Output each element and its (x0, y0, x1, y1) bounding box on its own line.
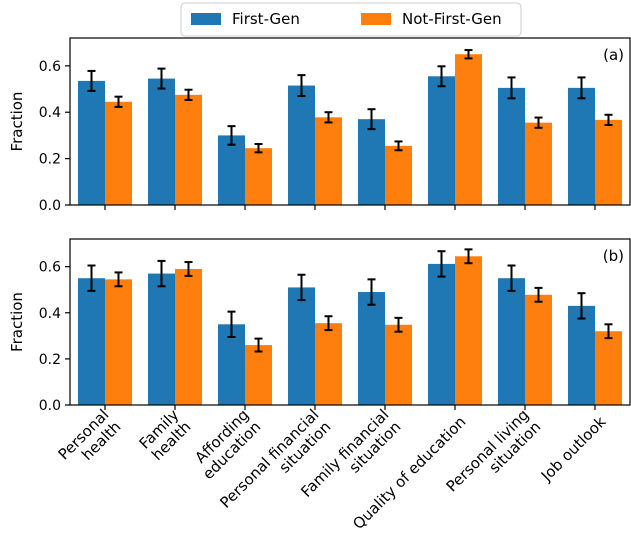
bar-not-first-gen-6 (525, 294, 552, 405)
bar-not-first-gen-3 (315, 117, 342, 205)
error-bar-1-3 (324, 111, 333, 124)
error-bar-1-7 (604, 113, 613, 126)
bar-first-gen-3 (288, 287, 315, 405)
error-bar-1-5 (464, 248, 473, 265)
axes-frame (69, 37, 631, 206)
bar-not-first-gen-1 (175, 94, 202, 205)
y-tick-label: 0.4 (39, 105, 61, 121)
legend-label-0: First-Gen (232, 10, 300, 28)
bar-first-gen-3 (288, 85, 315, 205)
x-tick-label-0: Personalhealth (55, 406, 125, 476)
legend-swatch-1 (361, 13, 391, 25)
y-tick-label: 0.2 (39, 352, 61, 368)
bar-first-gen-4 (358, 119, 385, 205)
legend-frame (180, 2, 522, 37)
error-bar-1-1 (184, 88, 193, 101)
legend: First-Gen Not-First-Gen (180, 2, 522, 37)
bar-first-gen-2 (218, 135, 245, 205)
bar-not-first-gen-4 (385, 145, 412, 205)
error-bar-0-3 (297, 273, 306, 302)
bar-not-first-gen-2 (245, 148, 272, 205)
error-bar-0-6 (507, 76, 516, 100)
error-bar-1-2 (254, 142, 263, 154)
bar-first-gen-0 (78, 80, 105, 205)
panel-label: (a) (603, 46, 624, 64)
error-bar-1-1 (184, 261, 193, 277)
bar-not-first-gen-2 (245, 345, 272, 405)
bar-first-gen-6 (498, 278, 525, 405)
bar-first-gen-7 (568, 305, 595, 405)
error-bar-0-3 (297, 74, 306, 97)
error-bar-1-4 (394, 140, 403, 152)
error-bar-0-1 (157, 67, 166, 90)
error-bar-0-0 (87, 69, 96, 92)
bar-first-gen-4 (358, 292, 385, 405)
bar-not-first-gen-0 (105, 279, 132, 405)
error-bar-0-6 (507, 264, 516, 292)
error-bar-0-5 (437, 65, 446, 88)
bar-first-gen-6 (498, 87, 525, 205)
error-bar-1-5 (464, 49, 473, 60)
error-bar-1-2 (254, 337, 263, 353)
chart-panels: 0.0 0.2 0.4 0.6 Fraction (a) 0.0 0.2 0.4 0.6 Fract… (8, 37, 631, 414)
bar-first-gen-5 (428, 263, 455, 405)
bar-first-gen-7 (568, 87, 595, 205)
chart-panel-1: 0.0 0.2 0.4 0.6 Fraction (b) (8, 238, 631, 414)
error-bar-0-1 (157, 259, 166, 288)
y-tick-label: 0.4 (39, 306, 61, 322)
y-axis-label: Fraction (8, 292, 26, 352)
error-bar-1-7 (604, 323, 613, 340)
error-bar-0-7 (577, 292, 586, 320)
bar-not-first-gen-3 (315, 323, 342, 405)
legend-swatch-0 (191, 13, 221, 25)
bar-not-first-gen-1 (175, 268, 202, 405)
error-bar-0-2 (227, 125, 236, 146)
y-tick-label: 0.6 (39, 260, 61, 276)
y-tick-label: 0.0 (39, 398, 61, 414)
axes-frame (69, 238, 631, 406)
bar-not-first-gen-5 (455, 256, 482, 405)
bar-not-first-gen-7 (595, 119, 622, 205)
error-bar-0-4 (367, 278, 376, 306)
error-bar-1-6 (534, 286, 543, 303)
error-bar-0-5 (437, 250, 446, 278)
legend-label-1: Not-First-Gen (402, 10, 502, 28)
y-axis-label: Fraction (8, 92, 26, 152)
error-bar-0-4 (367, 108, 376, 131)
y-tick-label: 0.2 (39, 152, 61, 168)
x-tick-labels: Personalhealth FamilyhealthAffordingeduca… (55, 406, 610, 533)
bar-not-first-gen-0 (105, 101, 132, 205)
x-tick-label-7: Job outlook (537, 413, 610, 486)
error-bar-1-0 (114, 271, 123, 288)
error-bar-0-0 (87, 264, 96, 292)
bar-first-gen-5 (428, 76, 455, 205)
bar-not-first-gen-4 (385, 324, 412, 405)
error-bar-1-4 (394, 316, 403, 333)
error-bar-1-0 (114, 95, 123, 108)
bar-not-first-gen-7 (595, 331, 622, 405)
bar-first-gen-1 (148, 78, 175, 205)
panel-label: (b) (603, 247, 624, 265)
bar-first-gen-0 (78, 278, 105, 405)
bar-not-first-gen-6 (525, 122, 552, 205)
chart-panel-0: 0.0 0.2 0.4 0.6 Fraction (a) (8, 37, 631, 214)
x-tick-label-1: Familyhealth (136, 406, 195, 465)
error-bar-0-7 (577, 76, 586, 100)
bar-first-gen-1 (148, 273, 175, 405)
y-tick-label: 0.6 (39, 59, 61, 75)
y-tick-label: 0.0 (39, 198, 61, 214)
error-bar-1-6 (534, 116, 543, 129)
error-bar-0-2 (227, 310, 236, 338)
bar-not-first-gen-5 (455, 54, 482, 205)
error-bar-1-3 (324, 315, 333, 332)
